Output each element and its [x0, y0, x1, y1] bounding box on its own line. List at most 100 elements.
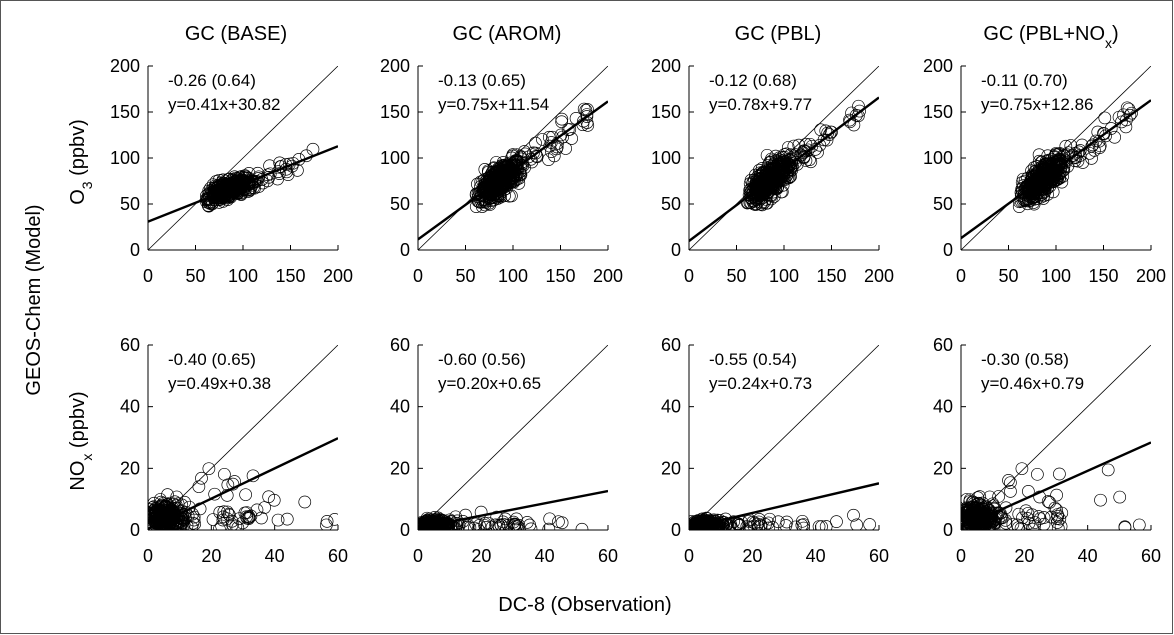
data-point — [976, 510, 990, 524]
data-point — [280, 512, 294, 526]
data-point — [218, 467, 231, 481]
data-point — [487, 168, 500, 182]
x-tick-label: 20 — [742, 546, 762, 566]
x-tick-label: 50 — [726, 266, 746, 286]
data-point — [847, 508, 860, 522]
data-point — [1051, 516, 1064, 529]
one-to-one-line — [418, 345, 608, 530]
data-point — [1073, 144, 1087, 157]
data-point — [212, 191, 225, 205]
data-point — [830, 515, 843, 528]
data-point — [961, 510, 974, 523]
y-tick-label: 150 — [923, 102, 953, 122]
data-point — [492, 520, 506, 530]
x-tick-label: 0 — [684, 266, 694, 286]
data-point — [178, 495, 191, 509]
data-point — [1083, 146, 1096, 160]
data-point — [319, 518, 333, 530]
data-point — [771, 181, 784, 194]
panel-content — [148, 66, 338, 250]
row-label-nox: NOx (ppbv) — [67, 391, 95, 490]
data-point — [473, 195, 487, 209]
panel-content — [148, 345, 338, 530]
x-tick-label: 60 — [869, 546, 889, 566]
data-point — [166, 509, 180, 522]
data-point — [271, 513, 285, 527]
x-tick-label: 150 — [275, 266, 305, 286]
x-tick-label: 150 — [816, 266, 846, 286]
data-point — [817, 133, 831, 147]
y-tick-label: 50 — [933, 194, 953, 214]
data-point — [1012, 507, 1026, 521]
data-point — [984, 515, 998, 529]
column-title-base: GC (BASE) — [185, 23, 287, 45]
data-point — [1014, 522, 1028, 530]
data-point — [501, 168, 514, 181]
y-tick-label: 40 — [933, 397, 953, 417]
y-tick-label: 150 — [651, 102, 681, 122]
x-tick-label: 40 — [806, 546, 826, 566]
data-point — [853, 104, 866, 118]
data-point — [822, 128, 836, 141]
data-point — [759, 165, 773, 179]
fit-equation: y=0.49x+0.38 — [168, 374, 271, 393]
y-tick-label: 20 — [120, 458, 140, 478]
y-tick-label: 0 — [943, 240, 953, 260]
data-point — [747, 194, 761, 208]
data-point — [581, 119, 595, 132]
data-point — [523, 518, 537, 530]
data-point — [1051, 521, 1065, 530]
data-point — [690, 522, 704, 530]
regression-line — [961, 99, 1151, 240]
data-point — [798, 144, 811, 158]
data-point — [814, 123, 828, 137]
regression-line — [418, 100, 608, 241]
regression-line — [148, 145, 338, 223]
data-point — [561, 123, 575, 137]
data-point — [500, 521, 514, 530]
x-tick-label: 150 — [1088, 266, 1118, 286]
data-point — [789, 151, 803, 165]
x-tick-label: 200 — [593, 266, 623, 286]
y-tick-label: 200 — [110, 56, 140, 76]
x-tick-label: 100 — [498, 266, 528, 286]
x-tick-label: 0 — [143, 266, 153, 286]
data-point — [206, 513, 220, 526]
x-tick-label: 40 — [1078, 546, 1098, 566]
y-tick-label: 0 — [400, 520, 410, 540]
panel-o3-3: 00 50 50 100 100 150 150 200 200 -0.12 (0.68) y=0.… — [651, 56, 894, 286]
y-tick-label: 60 — [120, 335, 140, 355]
data-point — [780, 515, 794, 529]
stat-annotation: -0.12 (0.68) — [709, 71, 797, 90]
data-point — [1059, 139, 1073, 153]
data-point — [1071, 154, 1085, 168]
fit-equation: y=0.41x+30.82 — [168, 95, 280, 114]
y-tick-label: 50 — [661, 194, 681, 214]
data-point — [863, 518, 876, 530]
x-tick-label: 20 — [201, 546, 221, 566]
data-point — [732, 518, 746, 530]
y-tick-label: 60 — [390, 335, 410, 355]
y-tick-label: 0 — [130, 240, 140, 260]
regression-line — [689, 96, 879, 242]
x-tick-label: 100 — [1041, 266, 1071, 286]
data-point — [1086, 138, 1100, 152]
y-tick-label: 100 — [110, 148, 140, 168]
data-point — [1015, 462, 1029, 476]
x-tick-label: 0 — [143, 546, 153, 566]
data-point — [168, 495, 182, 509]
data-point — [480, 191, 493, 204]
data-point — [261, 168, 275, 182]
x-tick-label: 20 — [471, 546, 491, 566]
data-point — [1037, 511, 1051, 524]
stat-annotation: -0.26 (0.64) — [168, 71, 256, 90]
data-point — [1125, 106, 1138, 120]
y-tick-label: 200 — [651, 56, 681, 76]
data-point — [213, 506, 227, 519]
fit-equation: y=0.75x+12.86 — [981, 95, 1093, 114]
y-tick-label: 20 — [390, 458, 410, 478]
data-point — [763, 512, 777, 526]
x-tick-label: 150 — [545, 266, 575, 286]
y-tick-label: 40 — [661, 397, 681, 417]
data-point — [430, 521, 444, 530]
